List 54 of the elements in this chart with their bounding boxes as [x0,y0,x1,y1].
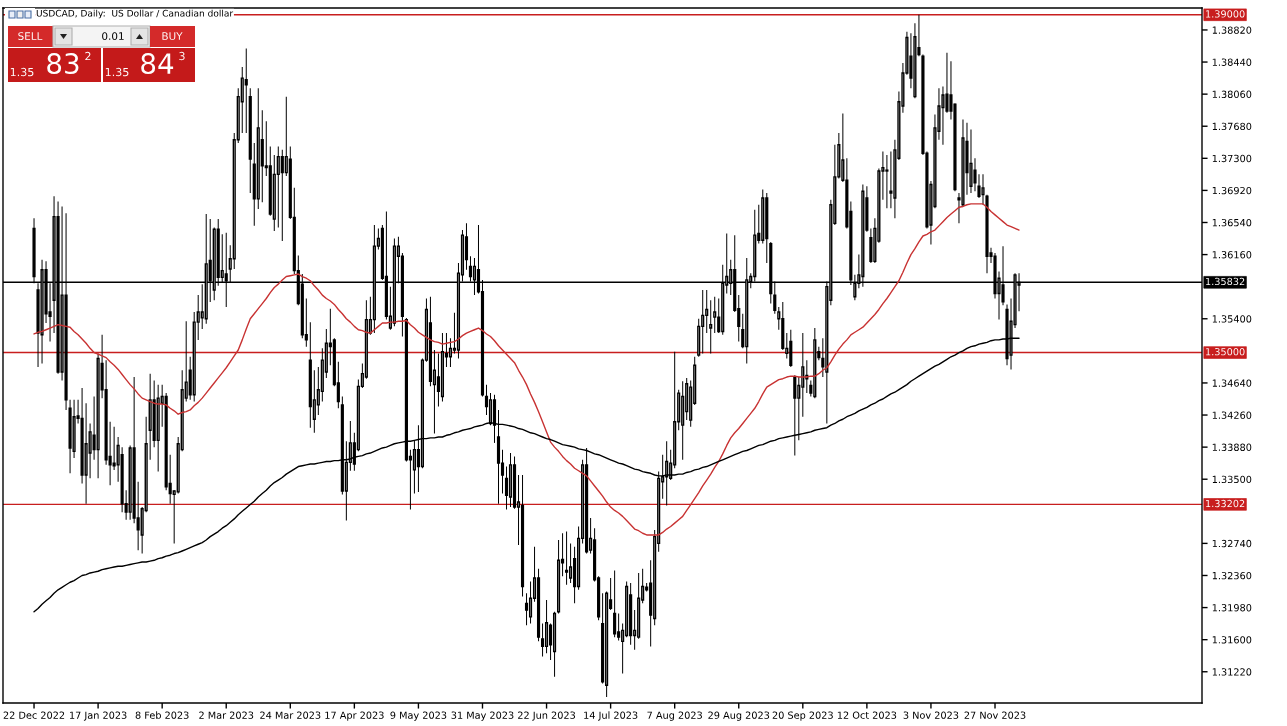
y-tick-label: 1.32360 [1212,571,1252,580]
y-tick-label: 1.31980 [1212,604,1252,612]
candlestick [112,426,116,470]
x-tick-label: 17 Apr 2023 [325,711,384,721]
y-tick-label: 1.32740 [1212,539,1252,548]
x-tick-label: 8 Feb 2023 [135,711,189,719]
y-tick-label: 1.36920 [1212,186,1252,195]
y-tick-label: 1.37300 [1212,154,1252,163]
x-tick-label: 22 Dec 2022 [3,711,65,719]
y-tick-label: 1.34260 [1212,411,1252,419]
annotation: 0.01 [102,32,124,41]
annotation: 1.35 [10,67,34,77]
candlestick [885,154,889,209]
y-tick-label: 1.31220 [1212,668,1252,676]
y-tick-label: 1.33500 [1212,475,1252,484]
y-tick-label: 1.33880 [1212,443,1252,451]
x-tick-label: 14 Jul 2023 [584,711,638,721]
x-tick-label: 29 Aug 2023 [708,711,770,721]
y-tick-label: 1.36160 [1212,251,1252,259]
chart-title: USDCAD, Daily: US Dollar / Canadian dollar [36,9,234,19]
line-series [33,203,1020,536]
y-tick-label: 1.38060 [1212,90,1252,98]
candlestick [889,151,893,209]
annotation: 84 [141,53,174,75]
x-tick-label: 12 Oct 2023 [837,711,897,719]
x-tick-label: 20 Sep 2023 [772,711,833,721]
x-tick-label: 17 Jan 2023 [70,711,127,721]
annotation: SELL [18,32,43,41]
y-tick-label: 1.37680 [1212,122,1252,131]
annotation: 2 [85,51,91,61]
y-tick-label: 1.31600 [1212,636,1252,644]
candlestick [709,300,713,354]
annotation: 1.35 [105,67,129,77]
y-tick-label: 1.38820 [1212,26,1252,34]
candlestick [244,48,248,133]
x-tick-label: 24 Mar 2023 [260,711,321,719]
y-tick-label: 1.35400 [1212,315,1252,323]
y-tick-label: 1.36540 [1212,218,1252,227]
annotation: 83 [47,53,79,75]
ref-line-label: 1.35000 [1206,348,1245,356]
ref-line-label: 1.35832 [1206,277,1245,286]
annotation: 3 [179,51,185,61]
annotation: BUY [162,32,183,41]
x-tick-label: 27 Nov 2023 [964,711,1026,719]
y-tick-label: 1.38440 [1212,58,1252,66]
ref-line-label: 1.39000 [1206,10,1245,18]
x-tick-label: 2 Mar 2023 [199,711,254,719]
x-tick-label: 9 May 2023 [390,711,447,721]
y-tick-label: 1.34640 [1212,379,1252,387]
x-tick-label: 22 Jun 2023 [518,711,576,721]
x-tick-label: 31 May 2023 [451,711,514,721]
x-tick-label: 7 Aug 2023 [647,711,702,721]
x-tick-label: 3 Nov 2023 [903,711,959,719]
ref-line-label: 1.33202 [1206,499,1245,508]
